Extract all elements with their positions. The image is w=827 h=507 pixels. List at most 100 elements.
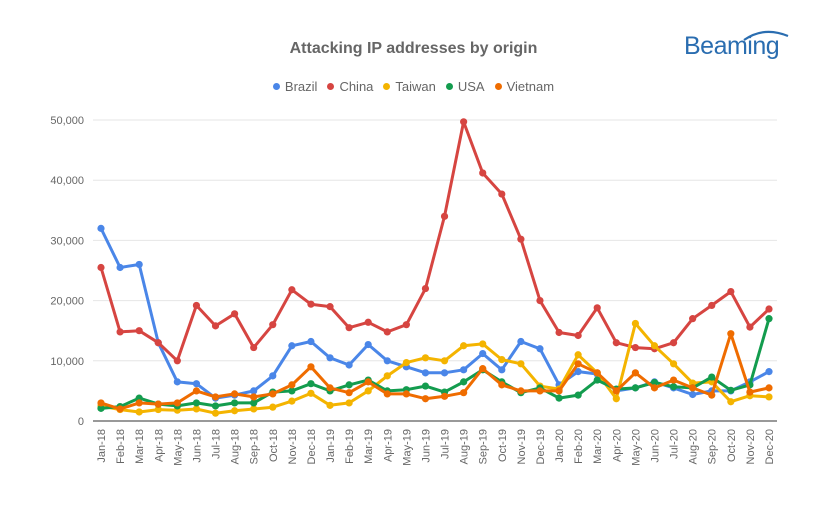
data-point-china [154,339,162,347]
x-tick-label: Aug-19 [459,429,471,464]
data-point-taiwan [364,387,372,395]
x-tick-label: Dec-19 [535,429,547,464]
data-point-vietnam [402,390,410,398]
data-point-china [689,315,697,323]
data-point-taiwan [669,360,678,368]
data-point-china [746,323,754,331]
data-point-vietnam [536,387,544,395]
legend-item-taiwan: Taiwan [383,79,436,94]
data-point-vietnam [250,393,258,401]
data-point-china [612,339,620,347]
series-line-taiwan [99,322,771,415]
x-tick-label: Jun-18 [191,429,203,463]
data-point-brazil [288,342,296,350]
data-point-brazil [498,366,506,374]
x-tick-label: Feb-20 [573,429,585,464]
data-point-taiwan [288,397,296,405]
data-point-brazil [135,260,143,269]
legend-label: Vietnam [506,79,555,94]
legend-label: China [339,79,374,94]
data-point-taiwan [135,408,143,416]
x-tick-label: Oct-20 [726,429,738,462]
data-point-china [421,284,430,293]
data-point-taiwan [479,340,487,348]
data-point-usa [211,402,220,410]
x-tick-label: Jan-19 [325,429,337,463]
data-point-brazil [440,369,449,377]
x-tick-label: Apr-19 [382,429,394,462]
legend-marker [327,83,335,90]
x-tick-label: Feb-19 [344,429,356,464]
data-point-vietnam [689,384,697,392]
logo-swoosh-icon [743,30,789,41]
x-tick-label: Mar-18 [134,429,146,464]
data-point-usa [593,376,601,384]
data-point-taiwan [765,393,773,401]
data-point-china [383,328,391,336]
data-point-china [116,328,124,336]
y-tick-label: 40,000 [50,175,84,187]
data-point-brazil [97,224,105,232]
data-point-taiwan [345,399,353,407]
data-point-taiwan [383,372,391,380]
data-point-china [536,297,544,305]
data-point-brazil [173,378,181,386]
data-point-vietnam [231,390,239,398]
data-point-vietnam [460,389,468,397]
x-tick-label: May-20 [630,429,642,466]
data-point-taiwan [326,401,334,409]
data-point-vietnam [288,381,296,389]
x-tick-label: Apr-18 [153,429,165,462]
data-point-usa [650,378,659,387]
data-point-china [555,328,563,337]
data-point-china [708,301,716,310]
x-tick-label: Sep-19 [478,429,490,464]
data-point-vietnam [269,390,277,398]
data-point-usa [631,384,640,392]
data-point-taiwan [460,342,468,350]
data-point-vietnam [364,378,372,386]
data-point-china [574,331,582,340]
data-point-usa [708,373,716,381]
data-point-vietnam [307,363,315,371]
data-point-usa [231,399,239,407]
data-point-brazil [536,345,544,353]
x-tick-label: Aug-18 [230,429,242,464]
data-point-taiwan [517,360,525,368]
x-tick-label: Nov-19 [516,429,528,464]
legend-marker [383,83,391,90]
data-point-vietnam [517,387,525,395]
legend-item-brazil: Brazil [272,79,317,94]
data-point-china [97,263,105,272]
data-point-brazil [574,368,582,376]
data-point-brazil [345,361,353,369]
chart-title: Attacking IP addresses by origin [289,40,538,57]
data-point-vietnam [498,381,506,389]
data-point-usa [727,386,735,394]
x-tick-label: Jul-19 [440,429,452,459]
data-point-brazil [364,340,372,349]
series-line-china [99,120,771,363]
x-tick-label: Apr-20 [611,429,623,462]
x-tick-label: Nov-20 [745,429,757,464]
data-point-taiwan [250,405,258,413]
data-point-china [135,327,143,335]
data-point-china [173,357,181,365]
data-point-china [364,318,372,326]
data-point-vietnam [727,330,735,338]
data-point-china [669,339,678,347]
legend-item-china: China [327,79,373,94]
data-point-vietnam [154,400,162,408]
y-tick-label: 0 [78,416,84,428]
x-tick-label: Oct-18 [268,429,280,462]
data-point-vietnam [192,387,201,395]
data-point-china [231,310,239,318]
data-point-china [307,300,315,308]
data-point-vietnam [708,391,716,399]
data-point-usa [192,399,201,407]
data-point-usa [555,394,563,402]
logo-text: Beaming [684,32,780,60]
data-point-china [250,343,258,352]
